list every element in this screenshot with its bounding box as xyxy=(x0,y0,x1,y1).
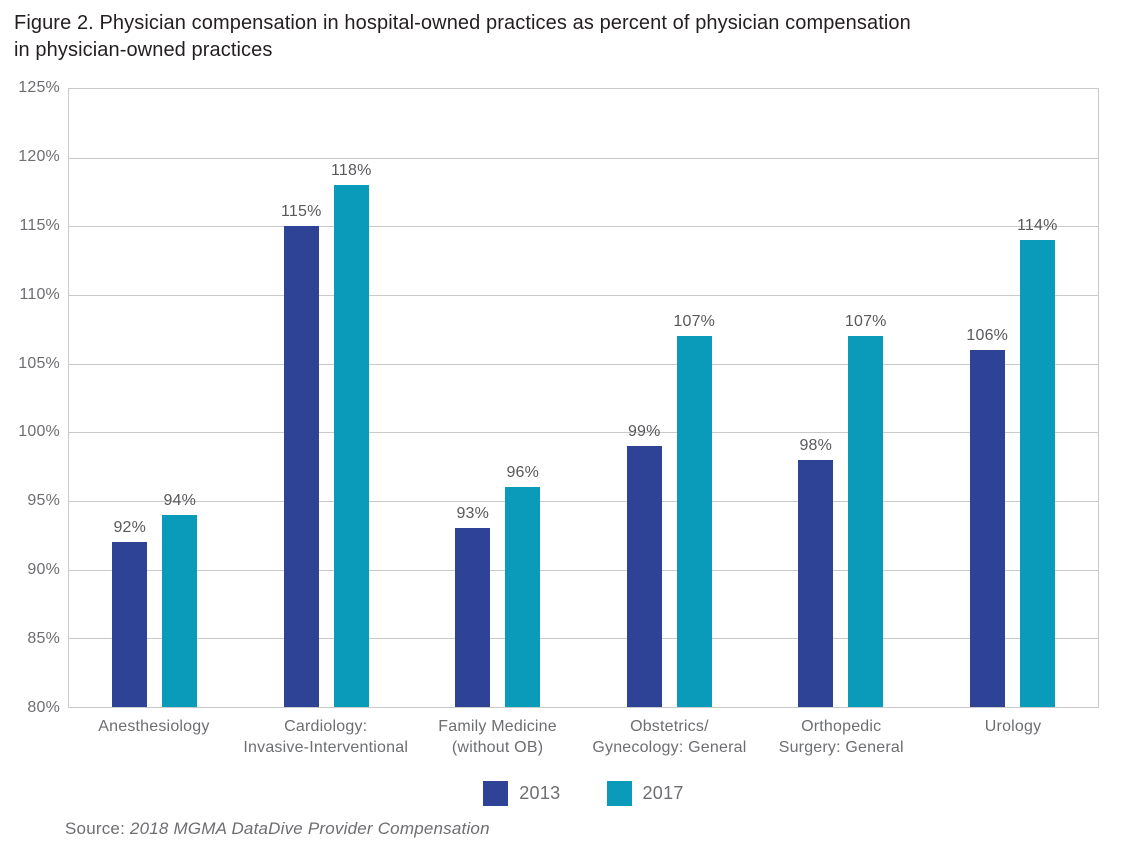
bar-2013: 106% xyxy=(966,327,1008,707)
source-citation: 2018 MGMA DataDive Provider Compensation xyxy=(129,819,490,838)
y-axis-tick-labels: 125% 120% 115% 110% 105% 100% 95% 90% 85% 80% xyxy=(0,79,60,716)
bar-value-label: 118% xyxy=(330,162,372,180)
y-tick-label: 100% xyxy=(18,423,60,441)
bar-group: 93% 96% xyxy=(412,89,584,707)
bar-value-label: 114% xyxy=(1016,217,1058,235)
bars-container: 92% 94% 115% 118% 93% 96% 99% 107% 98% 107% 106% 11… xyxy=(69,89,1098,707)
bar-group: 115% 118% xyxy=(241,89,413,707)
bar-value-label: 106% xyxy=(966,326,1009,344)
bar-2013: 92% xyxy=(112,519,148,707)
y-tick-label: 125% xyxy=(18,79,60,96)
y-tick-label: 95% xyxy=(27,492,60,510)
y-tick-label: 85% xyxy=(27,630,60,648)
bar-value-label: 96% xyxy=(506,464,540,482)
bar-2017: 107% xyxy=(845,313,886,707)
gridline-95 xyxy=(69,501,1098,502)
bar-2017: 96% xyxy=(505,464,541,707)
gridline-85 xyxy=(69,638,1098,640)
gridline-110 xyxy=(69,295,1098,296)
x-axis-category-labels: Anesthesiology Cardiology: Invasive-Inter… xyxy=(68,716,1099,758)
y-tick-label: 80% xyxy=(27,699,60,716)
x-category-label: Urology xyxy=(984,718,1042,735)
bar-group: 98% 107% xyxy=(755,89,927,707)
bar-2013: 99% xyxy=(626,423,662,707)
x-category-label: Family Medicine (without OB) xyxy=(438,718,557,756)
gridline-115 xyxy=(69,226,1098,228)
plot-area: 92% 94% 115% 118% 93% 96% 99% 107% 98% 107% 106% 11… xyxy=(68,88,1099,708)
y-tick-label: 110% xyxy=(19,285,60,303)
legend: 2013 2017 xyxy=(68,781,1099,806)
bar-2017: 114% xyxy=(1017,217,1057,707)
x-category-label: Orthopedic Surgery: General xyxy=(778,718,904,756)
x-category-label: Obstetrics/ Gynecology: General xyxy=(592,718,747,756)
bar-group: 106% 114% xyxy=(927,89,1099,707)
bar-value-label: 107% xyxy=(844,313,887,331)
gridline-105 xyxy=(69,363,1098,365)
bar-value-label: 94% xyxy=(163,491,197,509)
bar-2017: 118% xyxy=(331,162,371,707)
source-note: Source: 2018 MGMA DataDive Provider Comp… xyxy=(65,819,490,839)
legend-swatch-icon xyxy=(606,781,632,806)
x-category-label: Anesthesiology xyxy=(98,718,210,735)
gridline-100 xyxy=(69,432,1098,434)
bar-value-label: 99% xyxy=(627,423,661,441)
bar-2017: 94% xyxy=(162,492,198,707)
legend-item-2013: 2013 xyxy=(483,781,560,806)
bar-group: 92% 94% xyxy=(69,89,241,707)
y-tick-label: 90% xyxy=(27,561,60,579)
bar-value-label: 115% xyxy=(280,203,322,221)
figure-title: Figure 2. Physician compensation in hosp… xyxy=(14,12,911,61)
legend-label: 2013 xyxy=(519,783,561,803)
bar-2013: 98% xyxy=(798,437,834,707)
bar-value-label: 93% xyxy=(456,505,490,523)
source-prefix: Source: xyxy=(65,819,130,838)
x-category-label: Cardiology: Invasive-Interventional xyxy=(243,718,409,756)
bar-2017: 107% xyxy=(673,313,715,707)
bar-2013: 93% xyxy=(455,505,491,707)
bar-group: 99% 107% xyxy=(584,89,756,707)
y-tick-label: 120% xyxy=(18,147,60,165)
bar-value-label: 92% xyxy=(113,519,147,537)
bar-2013: 115% xyxy=(281,203,321,707)
bar-value-label: 107% xyxy=(673,313,716,331)
bar-value-label: 98% xyxy=(799,436,833,454)
y-tick-label: 105% xyxy=(18,354,60,372)
legend-label: 2017 xyxy=(642,783,684,803)
gridline-90 xyxy=(69,569,1098,571)
legend-item-2017: 2017 xyxy=(606,781,684,806)
legend-swatch-icon xyxy=(483,781,509,806)
y-tick-label: 115% xyxy=(19,216,60,234)
gridline-120 xyxy=(69,157,1098,159)
